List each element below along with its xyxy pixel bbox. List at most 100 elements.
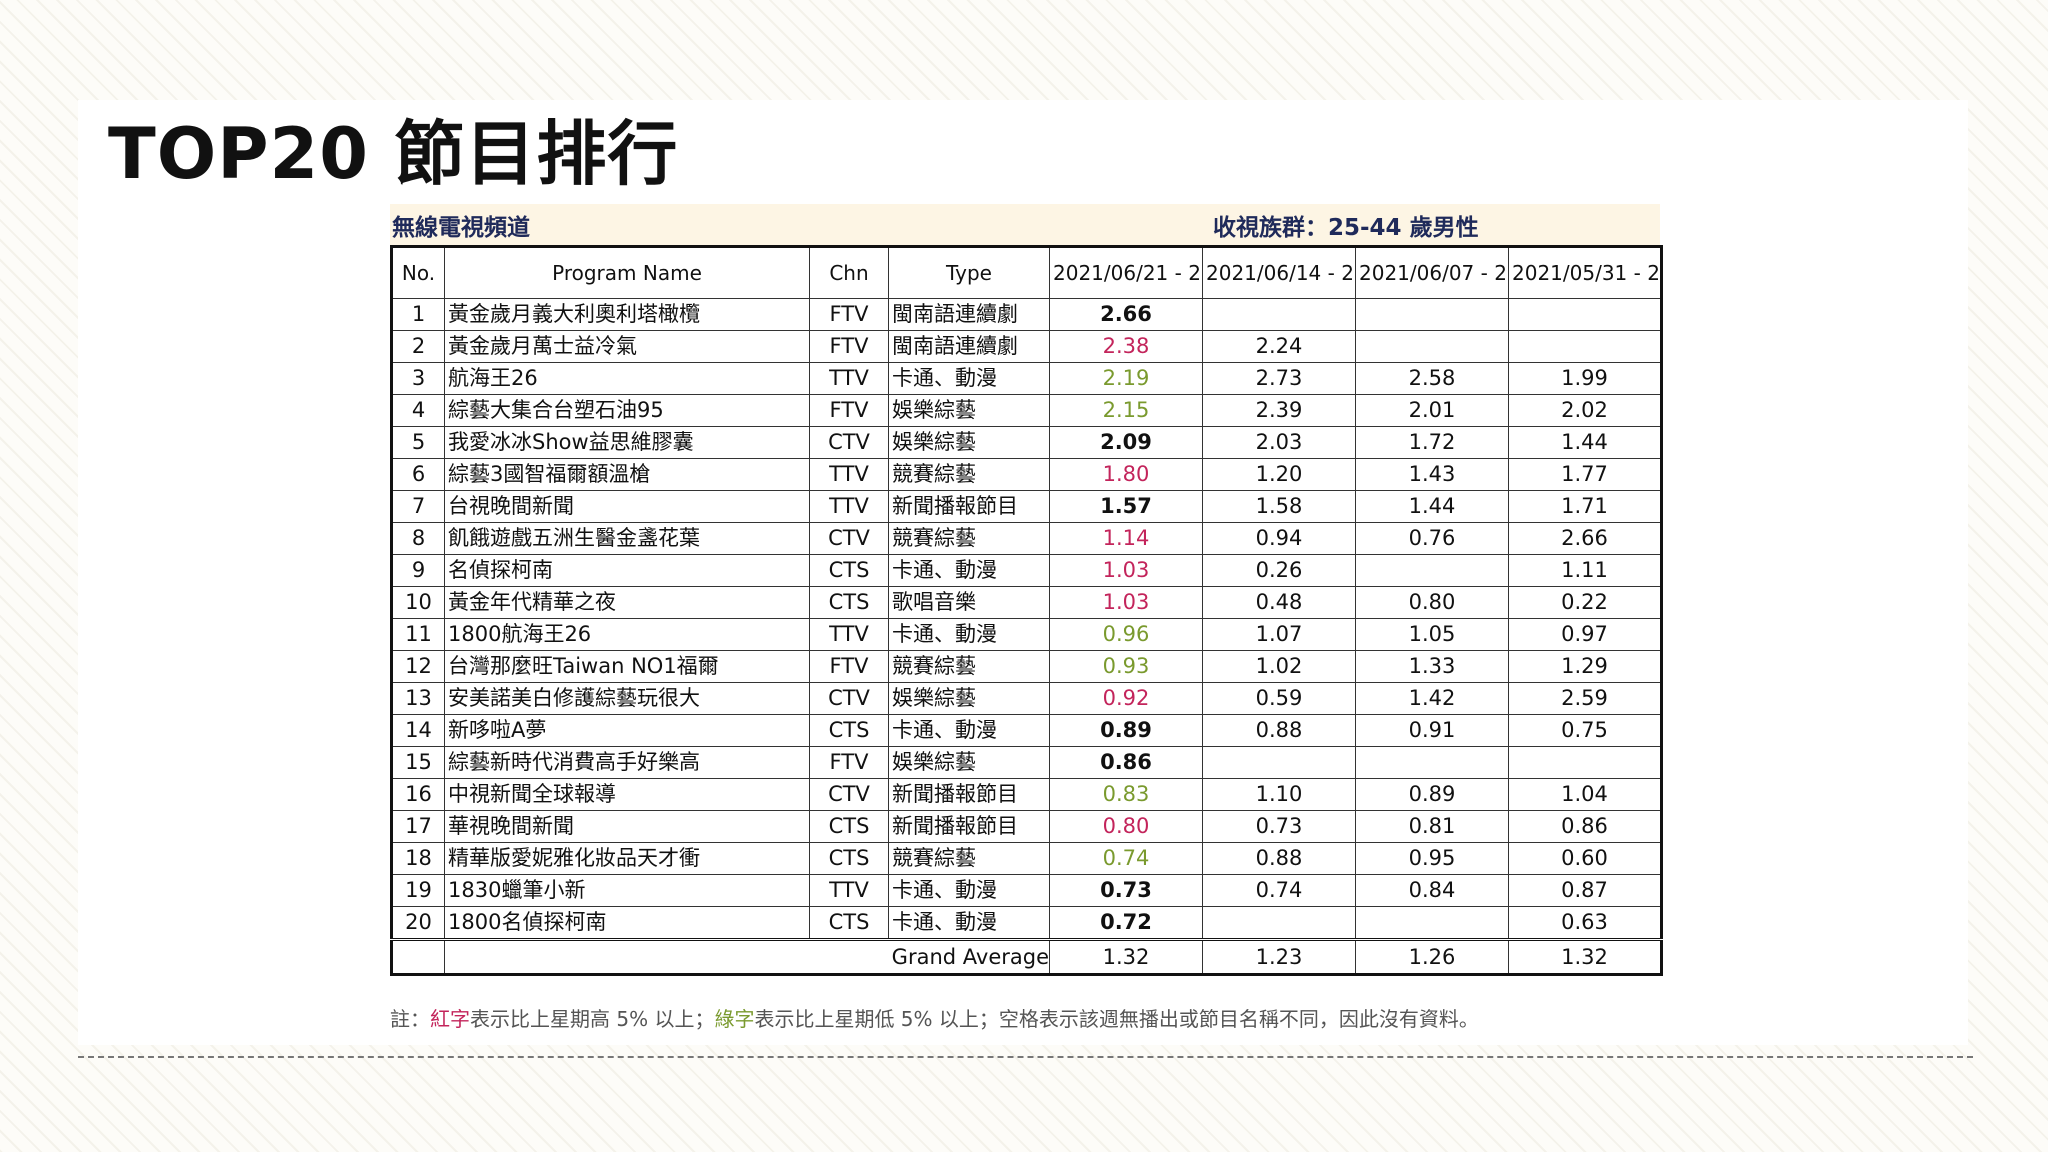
week-2-rating-cell: 0.48 xyxy=(1202,586,1356,619)
channel-cell: CTV xyxy=(809,522,889,555)
week-1-rating-cell: 1.80 xyxy=(1049,458,1203,491)
week-3-rating-cell: 0.89 xyxy=(1355,778,1509,811)
program-name-cell: 1800名偵探柯南 xyxy=(444,906,810,940)
week-1-rating-cell: 1.03 xyxy=(1049,554,1203,587)
week-4-rating-cell: 0.87 xyxy=(1508,874,1662,907)
week-1-rating-cell: 0.92 xyxy=(1049,682,1203,715)
col-header-chn: Chn xyxy=(809,246,889,299)
week-2-rating-cell: 0.59 xyxy=(1202,682,1356,715)
table-row: 16 中視新聞全球報導 CTV 新聞播報節目 0.83 1.10 0.89 1.04 xyxy=(391,778,1662,811)
note-prefix: 註： xyxy=(390,1007,430,1031)
table-row: 4 綜藝大集合台塑石油95 FTV 娛樂綜藝 2.15 2.39 2.01 2.02 xyxy=(391,394,1662,427)
grand-average-week-1: 1.32 xyxy=(1049,938,1203,975)
type-cell: 新聞播報節目 xyxy=(888,810,1050,843)
week-2-rating-cell: 1.58 xyxy=(1202,490,1356,523)
week-1-rating-cell: 0.83 xyxy=(1049,778,1203,811)
channel-cell: CTV xyxy=(809,778,889,811)
week-3-rating-cell: 2.01 xyxy=(1355,394,1509,427)
rank-number-cell: 1 xyxy=(391,298,445,331)
week-2-rating-cell xyxy=(1202,906,1356,940)
week-1-rating-cell: 2.15 xyxy=(1049,394,1203,427)
col-header-week-4: 2021/05/31 - 2021/06/06 xyxy=(1508,246,1662,299)
program-name-cell: 華視晚間新聞 xyxy=(444,810,810,843)
grand-average-week-2: 1.23 xyxy=(1202,938,1356,975)
week-4-rating-cell: 0.97 xyxy=(1508,618,1662,651)
week-3-rating-cell xyxy=(1355,298,1509,331)
program-name-cell: 1830蠟筆小新 xyxy=(444,874,810,907)
week-3-rating-cell: 1.05 xyxy=(1355,618,1509,651)
rank-number-cell: 2 xyxy=(391,330,445,363)
table-body: 1 黃金歲月義大利奧利塔橄欖 FTV 閩南語連續劇 2.66 2 黃金歲月萬士益冷氣 FTV 閩… xyxy=(391,298,1662,940)
type-cell: 卡通、動漫 xyxy=(888,906,1050,940)
divider-line xyxy=(78,1056,1973,1058)
week-2-rating-cell: 1.10 xyxy=(1202,778,1356,811)
program-name-cell: 黃金歲月萬士益冷氣 xyxy=(444,330,810,363)
program-name-cell: 飢餓遊戲五洲生醫金盞花葉 xyxy=(444,522,810,555)
week-3-rating-cell: 1.42 xyxy=(1355,682,1509,715)
week-1-rating-cell: 0.73 xyxy=(1049,874,1203,907)
week-2-rating-cell xyxy=(1202,746,1356,779)
week-1-rating-cell: 0.93 xyxy=(1049,650,1203,683)
type-cell: 歌唱音樂 xyxy=(888,586,1050,619)
type-cell: 競賽綜藝 xyxy=(888,522,1050,555)
rank-number-cell: 4 xyxy=(391,394,445,427)
program-name-cell: 台視晚間新聞 xyxy=(444,490,810,523)
week-1-rating-cell: 1.14 xyxy=(1049,522,1203,555)
week-1-rating-cell: 1.57 xyxy=(1049,490,1203,523)
week-2-rating-cell: 0.94 xyxy=(1202,522,1356,555)
rank-number-cell: 3 xyxy=(391,362,445,395)
channel-cell: TTV xyxy=(809,458,889,491)
table-header-band: 無線電視頻道 收視族群：25-44 歲男性 xyxy=(390,204,1660,245)
week-4-rating-cell: 0.63 xyxy=(1508,906,1662,940)
type-cell: 娛樂綜藝 xyxy=(888,746,1050,779)
week-4-rating-cell: 1.71 xyxy=(1508,490,1662,523)
program-name-cell: 新哆啦A夢 xyxy=(444,714,810,747)
week-3-rating-cell: 1.43 xyxy=(1355,458,1509,491)
channel-cell: CTV xyxy=(809,426,889,459)
grand-average-label: Grand Average xyxy=(444,938,1050,975)
channel-cell: FTV xyxy=(809,330,889,363)
week-2-rating-cell: 0.88 xyxy=(1202,714,1356,747)
week-1-rating-cell: 2.66 xyxy=(1049,298,1203,331)
week-3-rating-cell: 0.84 xyxy=(1355,874,1509,907)
week-4-rating-cell: 1.99 xyxy=(1508,362,1662,395)
table-row: 10 黃金年代精華之夜 CTS 歌唱音樂 1.03 0.48 0.80 0.22 xyxy=(391,586,1662,619)
type-cell: 競賽綜藝 xyxy=(888,650,1050,683)
page-title: TOP20 節目排行 xyxy=(108,113,679,195)
note-green-text: 表示比上星期低 5% 以上；空格表示該週無播出或節目名稱不同，因此沒有資料。 xyxy=(754,1007,1479,1031)
type-cell: 卡通、動漫 xyxy=(888,554,1050,587)
type-cell: 娛樂綜藝 xyxy=(888,682,1050,715)
channel-cell: TTV xyxy=(809,490,889,523)
week-1-rating-cell: 0.89 xyxy=(1049,714,1203,747)
table-row: 9 名偵探柯南 CTS 卡通、動漫 1.03 0.26 1.11 xyxy=(391,554,1662,587)
week-4-rating-cell xyxy=(1508,330,1662,363)
week-2-rating-cell: 1.20 xyxy=(1202,458,1356,491)
type-cell: 閩南語連續劇 xyxy=(888,298,1050,331)
table-header-row: No. Program Name Chn Type 2021/06/21 - 2… xyxy=(391,246,1662,299)
rank-number-cell: 20 xyxy=(391,906,445,940)
rank-number-cell: 6 xyxy=(391,458,445,491)
table-row: 8 飢餓遊戲五洲生醫金盞花葉 CTV 競賽綜藝 1.14 0.94 0.76 2.66 xyxy=(391,522,1662,555)
week-3-rating-cell: 1.72 xyxy=(1355,426,1509,459)
type-cell: 卡通、動漫 xyxy=(888,362,1050,395)
channel-cell: CTS xyxy=(809,554,889,587)
rank-number-cell: 5 xyxy=(391,426,445,459)
week-4-rating-cell xyxy=(1508,298,1662,331)
week-4-rating-cell: 1.77 xyxy=(1508,458,1662,491)
channel-cell: CTS xyxy=(809,714,889,747)
grand-average-week-4: 1.32 xyxy=(1508,938,1662,975)
week-2-rating-cell: 2.24 xyxy=(1202,330,1356,363)
table-row: 11 1800航海王26 TTV 卡通、動漫 0.96 1.07 1.05 0.97 xyxy=(391,618,1662,651)
table-row: 17 華視晚間新聞 CTS 新聞播報節目 0.80 0.73 0.81 0.86 xyxy=(391,810,1662,843)
channel-cell: TTV xyxy=(809,874,889,907)
channel-group-label: 無線電視頻道 xyxy=(392,215,530,241)
week-3-rating-cell xyxy=(1355,554,1509,587)
type-cell: 卡通、動漫 xyxy=(888,714,1050,747)
week-4-rating-cell: 0.75 xyxy=(1508,714,1662,747)
grand-average-spacer xyxy=(391,938,445,975)
note-green-word: 綠字 xyxy=(714,1007,755,1031)
week-2-rating-cell: 1.02 xyxy=(1202,650,1356,683)
week-1-rating-cell: 2.19 xyxy=(1049,362,1203,395)
col-header-week-3: 2021/06/07 - 2021/06/13 xyxy=(1355,246,1509,299)
channel-cell: FTV xyxy=(809,298,889,331)
